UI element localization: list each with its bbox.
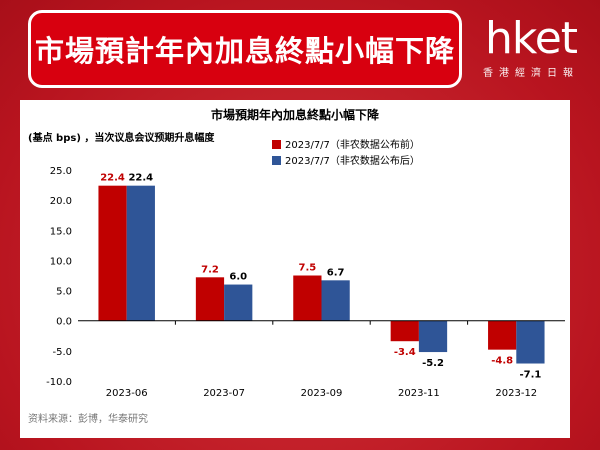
y-axis-label: (基点 bps) ，当次议息会议预期升息幅度 <box>28 131 215 144</box>
data-label-before-2023-09: 7.5 <box>299 263 317 274</box>
y-tick-label: -10.0 <box>46 377 72 388</box>
bars <box>98 185 545 364</box>
bar-after-2023-11 <box>418 320 448 353</box>
data-label-after-2023-12: -7.1 <box>519 370 541 381</box>
y-axis: 25.0 20.0 15.0 10.0 5.0 0.0 -5.0 -10.0 <box>46 166 72 388</box>
y-tick-label: 25.0 <box>50 166 72 177</box>
x-axis: 2023-06 2023-07 2023-09 2023-11 2023-12 <box>106 320 537 399</box>
bar-before-2023-12 <box>488 320 517 350</box>
data-label-after-2023-09: 6.7 <box>327 267 345 278</box>
y-tick-label: 15.0 <box>50 226 72 237</box>
legend: 2023/7/7（非农数据公布前） 2023/7/7（非农数据公布后） <box>272 138 420 167</box>
legend-label-after: 2023/7/7（非农数据公布后） <box>285 154 420 167</box>
y-tick-label: 5.0 <box>56 287 72 298</box>
x-tick-label: 2023-12 <box>495 388 537 399</box>
y-tick-label: 20.0 <box>50 196 72 207</box>
y-tick-label: -5.0 <box>52 347 72 358</box>
y-tick-label: 0.0 <box>56 317 72 328</box>
x-tick-label: 2023-09 <box>301 388 343 399</box>
bar-before-2023-11 <box>390 320 419 342</box>
bar-after-2023-09 <box>321 280 350 321</box>
y-tick-label: 10.0 <box>50 256 72 267</box>
data-labels: 22.4 22.4 7.2 6.0 7.5 6.7 -3.4 -5.2 -4.8 -7.1 <box>100 173 541 381</box>
bar-before-2023-09 <box>293 275 322 321</box>
bar-before-2023-06 <box>98 185 127 321</box>
bar-chart: 市場預期年內加息終點小幅下降 (基点 bps) ，当次议息会议预期升息幅度 20… <box>28 107 565 425</box>
data-label-after-2023-11: -5.2 <box>422 358 444 369</box>
bar-after-2023-07 <box>224 284 253 321</box>
logo-tagline: 香港經濟日報 <box>483 68 579 79</box>
data-label-before-2023-12: -4.8 <box>491 356 513 367</box>
chart-panel: 市場預期年內加息終點小幅下降 (基点 bps) ，当次议息会议预期升息幅度 20… <box>20 100 570 438</box>
legend-label-before: 2023/7/7（非农数据公布前） <box>285 138 420 151</box>
data-label-before-2023-07: 7.2 <box>201 264 219 275</box>
headline-banner: 市場預計年內加息終點小幅下降 <box>28 10 462 88</box>
legend-swatch-after <box>272 156 281 165</box>
x-tick-label: 2023-11 <box>398 388 440 399</box>
legend-swatch-before <box>272 140 281 149</box>
data-label-before-2023-11: -3.4 <box>394 347 416 358</box>
x-tick-label: 2023-07 <box>203 388 245 399</box>
bar-after-2023-12 <box>516 320 545 364</box>
data-label-before-2023-06: 22.4 <box>100 173 125 184</box>
hket-logo: hket 香港經濟日報 <box>470 16 592 82</box>
x-tick-label: 2023-06 <box>106 388 148 399</box>
headline-text: 市場預計年內加息終點小幅下降 <box>34 34 455 68</box>
logo-wordmark: hket <box>484 13 578 64</box>
source-note: 资料来源：彭博，华泰研究 <box>28 412 148 425</box>
data-label-after-2023-06: 22.4 <box>128 173 153 184</box>
chart-title: 市場預期年內加息終點小幅下降 <box>211 107 380 122</box>
bar-after-2023-06 <box>126 185 155 321</box>
bar-before-2023-07 <box>195 277 225 321</box>
data-label-after-2023-07: 6.0 <box>229 272 247 283</box>
